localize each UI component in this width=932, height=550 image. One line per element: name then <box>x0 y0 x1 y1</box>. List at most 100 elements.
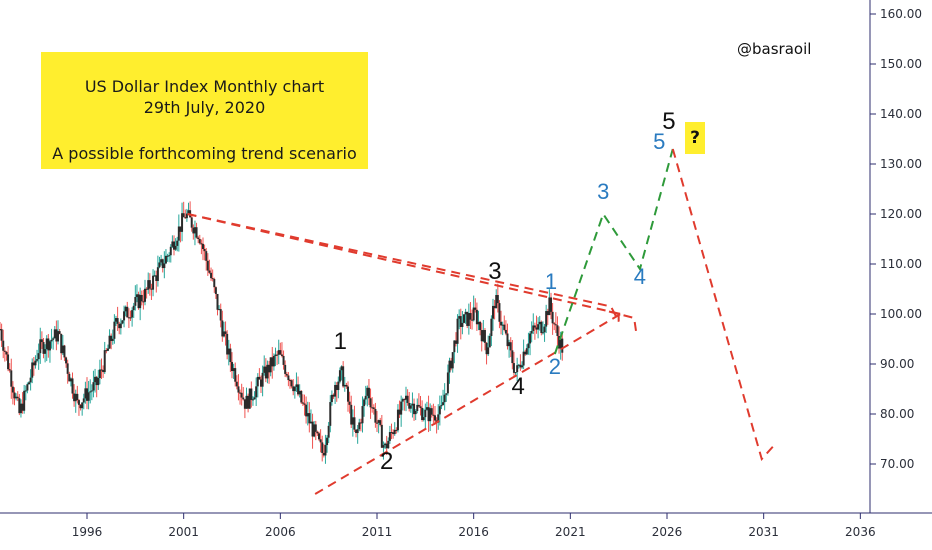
candle-body <box>501 324 504 326</box>
y-tick-label: 160.00 <box>880 7 922 21</box>
candle-body <box>87 392 90 401</box>
candle-body <box>129 317 132 319</box>
candle-body <box>459 316 462 327</box>
chart-subtitle: A possible forthcoming trend scenario <box>52 144 357 163</box>
candle-body <box>374 409 377 423</box>
candle-body <box>177 226 180 241</box>
candle-body <box>483 330 486 343</box>
candle-body <box>10 370 13 387</box>
candle-body <box>13 392 16 399</box>
candle-body <box>540 321 543 334</box>
candle-body <box>355 429 358 434</box>
candle-body <box>42 342 45 354</box>
candle-body <box>100 369 103 371</box>
candle-body <box>369 398 372 408</box>
candle-body <box>340 366 343 371</box>
candle-body <box>285 373 288 376</box>
candle-body <box>472 307 475 321</box>
candle-body <box>185 213 188 219</box>
candle-body <box>184 217 187 219</box>
candle-body <box>558 336 561 349</box>
candle-body <box>28 382 30 385</box>
candle-body <box>123 311 126 321</box>
candle-body <box>533 325 536 328</box>
candle-body <box>446 372 449 394</box>
candle-body <box>400 401 403 415</box>
candle-body <box>551 311 554 324</box>
candle-body <box>479 321 482 331</box>
candle-body <box>260 379 262 387</box>
candle-body <box>168 255 171 257</box>
candle-body <box>66 363 69 374</box>
candle-body <box>469 313 472 320</box>
candle-body <box>153 275 156 277</box>
candle-body <box>155 275 158 282</box>
candle-body <box>326 437 329 446</box>
candle-body <box>226 333 229 355</box>
candle-body <box>8 369 11 371</box>
candle-body <box>150 288 153 290</box>
candle-body <box>92 382 95 391</box>
candle-body <box>356 429 359 434</box>
candle-body <box>305 404 308 417</box>
chart-date: 29th July, 2020 <box>143 98 266 117</box>
wave-label-blue: 4 <box>634 264 646 289</box>
candle-body <box>86 388 88 401</box>
candle-body <box>477 321 480 325</box>
candle-body <box>181 213 184 232</box>
candle-body <box>514 372 517 374</box>
candle-body <box>380 424 383 448</box>
candle-body <box>142 301 145 303</box>
candle-body <box>487 347 490 355</box>
candle-body <box>335 385 338 391</box>
candle-body <box>504 329 507 334</box>
chart-title: US Dollar Index Monthly chart <box>84 77 325 96</box>
candle-body <box>65 357 68 364</box>
candle-body <box>173 241 175 250</box>
candle-body <box>52 338 55 340</box>
candle-body <box>16 396 19 399</box>
candle-body <box>116 318 119 324</box>
candle-body <box>118 323 121 329</box>
candle-body <box>425 407 428 410</box>
candle-body <box>290 380 293 387</box>
candle-body <box>332 394 335 397</box>
candle-body <box>453 340 456 353</box>
candle-body <box>316 431 319 434</box>
candle-body <box>47 338 50 351</box>
candle-body <box>37 353 40 360</box>
candle-body <box>508 342 511 347</box>
candle-body <box>240 392 243 398</box>
candle-body <box>561 338 564 353</box>
candle-body <box>392 432 395 435</box>
candle-body <box>176 240 179 246</box>
x-tick-label: 2031 <box>748 525 779 539</box>
candle-body <box>393 429 396 435</box>
candle-body <box>106 348 109 351</box>
candle-body <box>277 350 280 355</box>
candle-body <box>345 384 348 387</box>
candle-body <box>512 363 515 373</box>
candle-body <box>247 395 250 409</box>
wave-label-black: 2 <box>380 448 393 475</box>
candle-body <box>63 345 66 358</box>
candle-body <box>58 331 61 334</box>
candle-body <box>45 338 48 350</box>
candle-body <box>57 331 59 342</box>
candle-body <box>137 294 140 309</box>
candle-body <box>131 310 134 318</box>
candle-body <box>222 331 225 337</box>
candle-body <box>7 354 10 370</box>
candle-body <box>274 354 277 356</box>
candle-body <box>293 386 296 392</box>
candle-body <box>103 350 106 373</box>
candle-body <box>438 406 441 415</box>
candle-body <box>559 338 562 349</box>
candle-body <box>179 226 182 232</box>
x-tick-label: 2036 <box>845 525 876 539</box>
candle-body <box>214 287 217 294</box>
candle-body <box>119 323 122 329</box>
candle-body <box>282 355 285 365</box>
candle-body <box>200 243 203 245</box>
candle-body <box>434 415 436 421</box>
